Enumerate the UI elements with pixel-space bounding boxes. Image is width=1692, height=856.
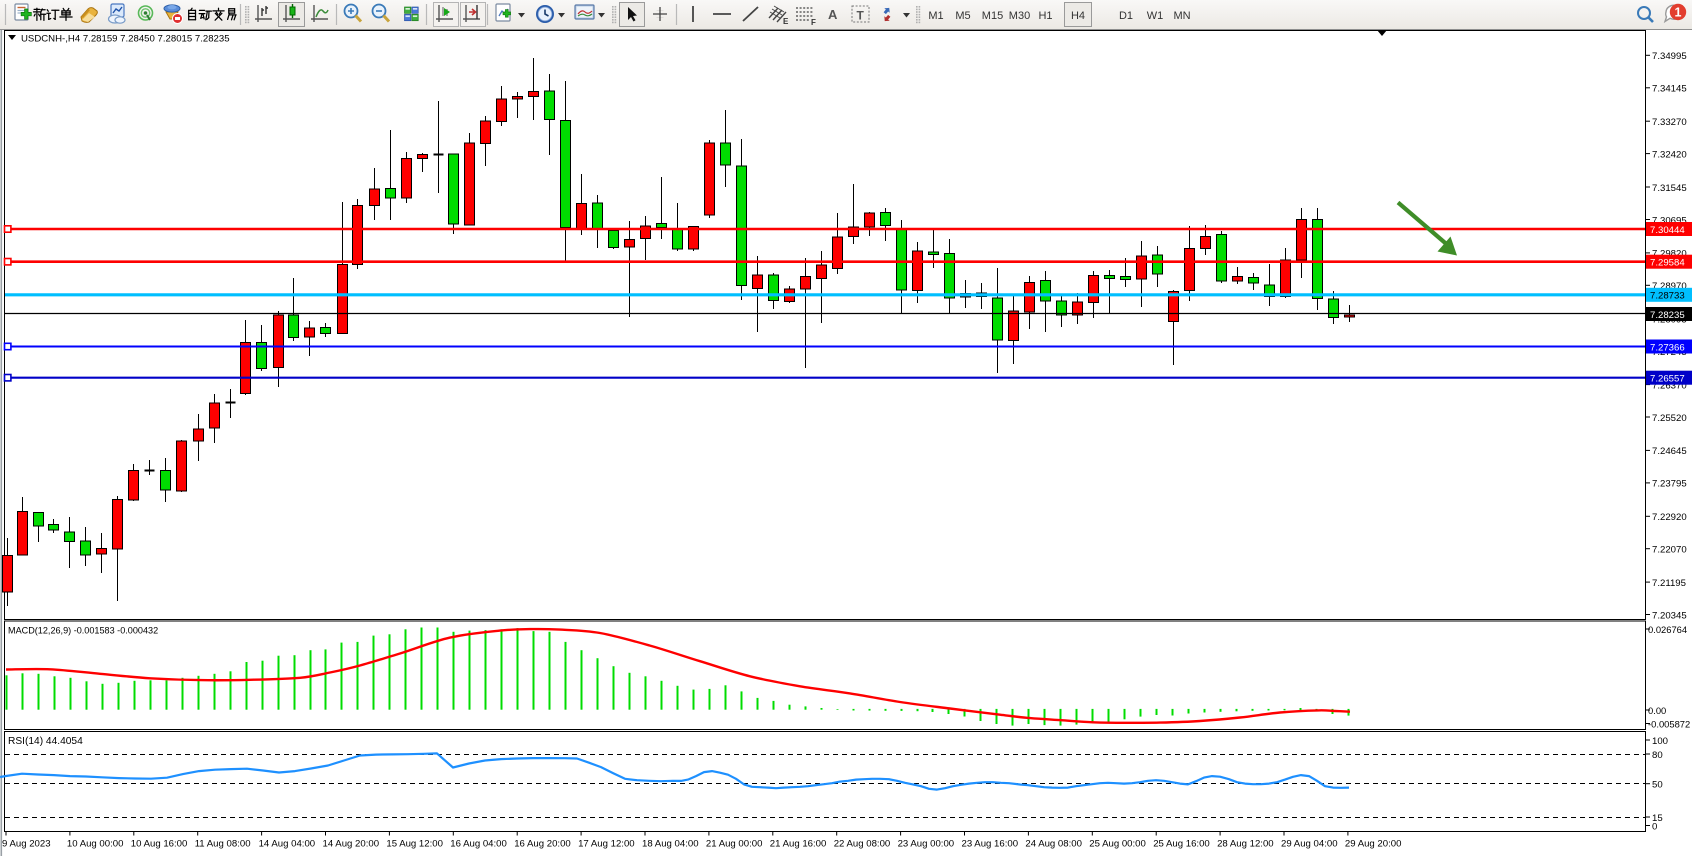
svg-text:29 Aug 20:00: 29 Aug 20:00 [1345,839,1402,850]
svg-text:7.29820: 7.29820 [1652,249,1687,260]
svg-text:7.30695: 7.30695 [1652,215,1687,226]
svg-text:H4: H4 [1071,10,1085,22]
svg-text:0.00: 0.00 [1648,705,1666,716]
svg-text:7.30444: 7.30444 [1650,225,1685,236]
svg-text:10 Aug 16:00: 10 Aug 16:00 [131,839,188,850]
svg-text:11 Aug 08:00: 11 Aug 08:00 [195,839,251,850]
svg-text:W1: W1 [1147,10,1164,22]
svg-text:7.23795: 7.23795 [1652,479,1687,490]
svg-text:28 Aug 12:00: 28 Aug 12:00 [1217,839,1274,850]
svg-text:9 Aug 2023: 9 Aug 2023 [2,839,51,850]
svg-text:50: 50 [1652,780,1663,791]
svg-text:25 Aug 16:00: 25 Aug 16:00 [1153,839,1210,850]
svg-text:7.27366: 7.27366 [1650,342,1685,353]
svg-text:F: F [811,18,816,27]
svg-text:10 Aug 00:00: 10 Aug 00:00 [67,839,124,850]
svg-text:-0.005872: -0.005872 [1648,718,1690,729]
svg-text:7.34995: 7.34995 [1652,51,1687,62]
svg-text:7.20345: 7.20345 [1652,610,1687,621]
svg-text:7.24645: 7.24645 [1652,446,1687,457]
svg-text:16 Aug 04:00: 16 Aug 04:00 [450,839,507,850]
svg-text:USDCNH-,H4 7.28159 7.28450 7.: USDCNH-,H4 7.28159 7.28450 7.28015 7.282… [21,34,230,45]
svg-text:21 Aug 00:00: 21 Aug 00:00 [706,839,763,850]
svg-text:RSI(14) 44.4054: RSI(14) 44.4054 [8,736,83,747]
svg-text:25 Aug 00:00: 25 Aug 00:00 [1089,839,1146,850]
svg-text:M15: M15 [982,10,1003,22]
svg-text:80: 80 [1652,750,1663,761]
svg-text:16 Aug 20:00: 16 Aug 20:00 [514,839,571,850]
svg-text:7.28235: 7.28235 [1650,310,1685,321]
svg-text:17 Aug 12:00: 17 Aug 12:00 [578,839,635,850]
svg-text:1: 1 [1675,6,1682,20]
svg-text:18 Aug 04:00: 18 Aug 04:00 [642,839,699,850]
svg-text:15: 15 [1652,813,1663,824]
svg-text:100: 100 [1652,736,1668,747]
svg-text:7.31545: 7.31545 [1652,183,1687,194]
svg-text:29 Aug 04:00: 29 Aug 04:00 [1281,839,1338,850]
svg-text:7.28733: 7.28733 [1650,291,1685,302]
svg-text:7.22920: 7.22920 [1652,512,1687,523]
svg-text:MN: MN [1173,10,1190,22]
svg-text:14 Aug 20:00: 14 Aug 20:00 [323,839,380,850]
svg-text:0.026764: 0.026764 [1648,624,1687,635]
svg-text:22 Aug 08:00: 22 Aug 08:00 [834,839,891,850]
svg-text:24 Aug 08:00: 24 Aug 08:00 [1025,839,1082,850]
svg-text:23 Aug 00:00: 23 Aug 00:00 [898,839,955,850]
svg-text:M30: M30 [1009,10,1030,22]
svg-text:7.22070: 7.22070 [1652,545,1687,556]
svg-text:14 Aug 04:00: 14 Aug 04:00 [259,839,316,850]
svg-text:7.29584: 7.29584 [1650,258,1685,269]
svg-text:A: A [828,7,838,22]
svg-text:15 Aug 12:00: 15 Aug 12:00 [386,839,443,850]
svg-text:M1: M1 [928,10,943,22]
svg-text:0: 0 [1652,821,1657,832]
svg-text:7.32420: 7.32420 [1652,149,1687,160]
svg-text:7.34145: 7.34145 [1652,84,1687,95]
svg-text:23 Aug 16:00: 23 Aug 16:00 [962,839,1019,850]
svg-text:7.33270: 7.33270 [1652,117,1687,128]
svg-text:D1: D1 [1119,10,1133,22]
svg-text:7.28970: 7.28970 [1652,281,1687,292]
svg-text:M5: M5 [955,10,970,22]
svg-text:MACD(12,26,9) -0.001583 -0.000: MACD(12,26,9) -0.001583 -0.000432 [8,626,158,636]
svg-text:7.26557: 7.26557 [1650,374,1685,385]
svg-text:E: E [783,17,789,26]
svg-text:7.21195: 7.21195 [1652,578,1686,589]
svg-text:7.25520: 7.25520 [1652,413,1687,424]
svg-text:7.26370: 7.26370 [1652,380,1687,391]
svg-text:T: T [857,9,865,23]
svg-text:H1: H1 [1038,10,1052,22]
svg-text:21 Aug 16:00: 21 Aug 16:00 [770,839,827,850]
